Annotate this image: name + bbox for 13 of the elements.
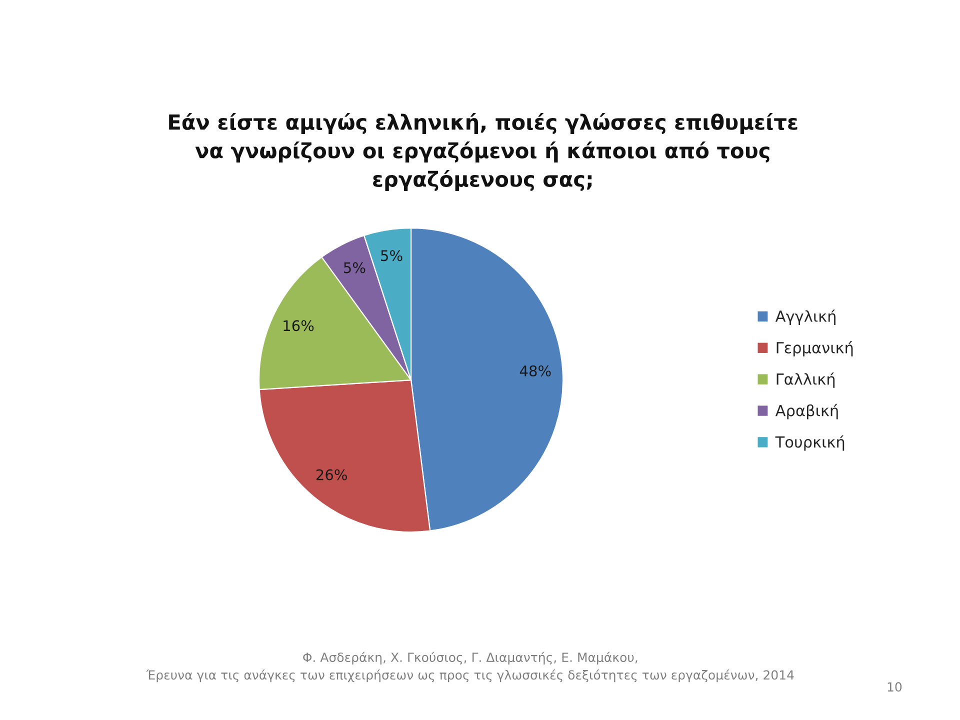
- text: Φ. Ασδεράκη, Χ. Γκούσιος, Γ. Διαμαντής, Ε. Μαμάκου, Έρευνα για τις ανάγκες των επιχειρήσεων ως προς τις γλωσσικές δεξιότητες των εργαζομένων, 2014: [146, 652, 794, 682]
- legend-label: Τουρκική: [775, 435, 844, 451]
- legend-label: Γαλλική: [776, 372, 835, 388]
- legend-label: Γερμανική: [776, 341, 853, 356]
- data-label: 16%: [284, 320, 314, 332]
- chart-title: Εάν είστε αμιγώς ελληνική, ποιές γλώσσες επιθυμείτε να γνωρίζουν οι εργαζόμενοι ή κάποιοι από τους εργαζόμενους σας;: [169, 112, 798, 192]
- data-label: 5%: [344, 262, 366, 274]
- text: 10: [888, 682, 902, 692]
- legend-label: Αγγλική: [775, 310, 836, 325]
- legend-label: Αραβική: [775, 404, 838, 420]
- data-label: 26%: [316, 469, 347, 480]
- data-label: 48%: [520, 365, 551, 376]
- data-label: 5%: [381, 250, 402, 262]
